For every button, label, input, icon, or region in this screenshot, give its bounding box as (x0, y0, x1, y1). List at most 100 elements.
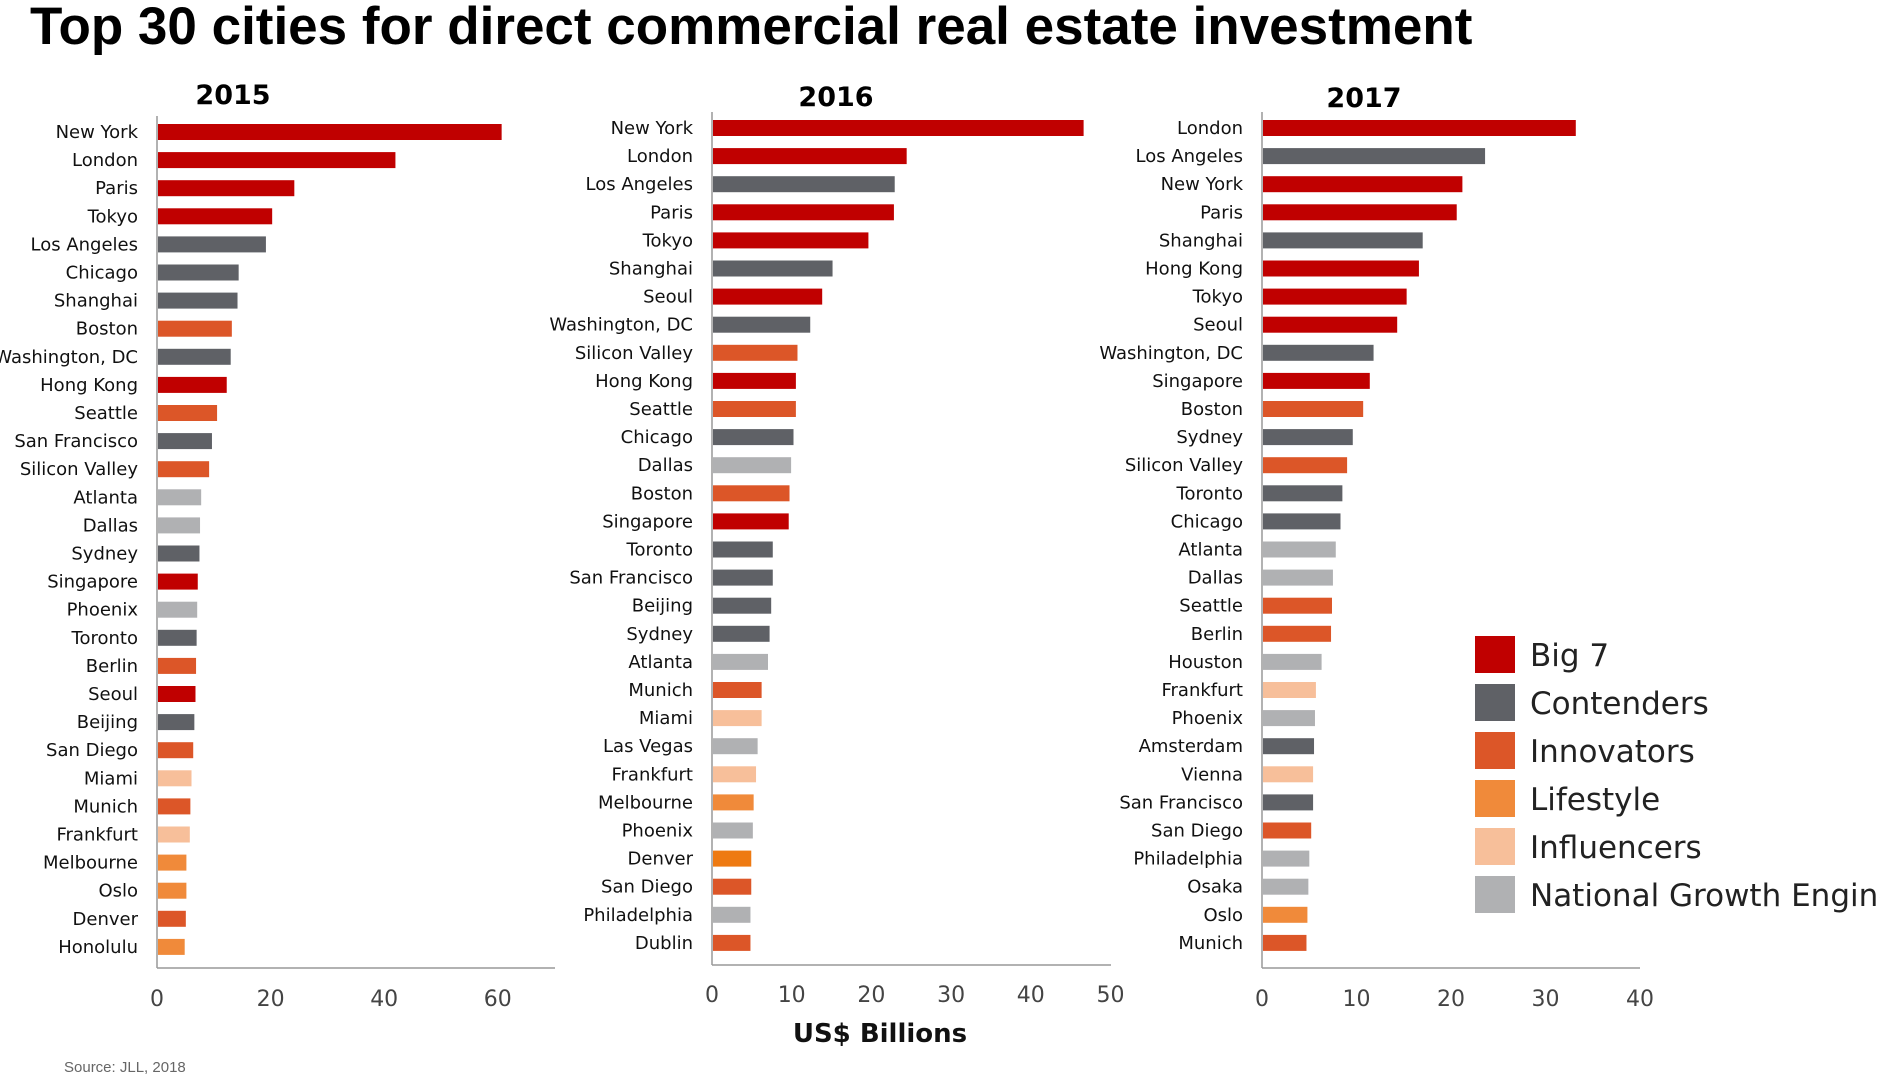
bar (158, 629, 197, 646)
city-label: Melbourne (43, 853, 138, 874)
legend-label: Lifestyle (1530, 782, 1660, 818)
bar (713, 906, 751, 923)
city-label: Hong Kong (40, 375, 138, 396)
bar (1263, 625, 1332, 642)
city-label: London (627, 146, 693, 167)
bar (1263, 794, 1314, 811)
bar (158, 489, 202, 506)
city-label: Paris (650, 202, 693, 223)
bar (713, 372, 796, 389)
city-label: Chicago (1171, 511, 1243, 532)
bar (1263, 710, 1315, 727)
city-label: Tokyo (1192, 287, 1243, 308)
city-label: Phoenix (1172, 708, 1244, 729)
legend-swatch (1475, 636, 1515, 673)
bar (1263, 653, 1322, 670)
legend-label: Contenders (1530, 686, 1709, 722)
city-label: London (1177, 118, 1243, 139)
city-label: Philadelphia (583, 905, 693, 926)
city-label: Atlanta (628, 652, 693, 673)
city-label: Dallas (83, 515, 138, 536)
city-label: Silicon Valley (575, 343, 693, 364)
bar (713, 625, 770, 642)
bar (713, 513, 789, 530)
bar (713, 653, 768, 670)
x-tick-label: 60 (484, 987, 512, 1012)
city-label: Dublin (635, 933, 693, 954)
city-label: Boston (1181, 399, 1243, 420)
city-label: Frankfurt (1161, 680, 1243, 701)
bar (1263, 597, 1332, 614)
city-label: Washington, DC (1099, 343, 1243, 364)
bar (713, 850, 752, 867)
chart-panel-2016: 2016 New York London Los Angeles Paris Tokyo S… (549, 82, 1124, 1049)
city-label: Washington, DC (0, 347, 138, 368)
city-label: Philadelphia (1133, 849, 1243, 870)
bar (158, 742, 194, 759)
city-label: Singapore (602, 511, 693, 532)
city-label: Silicon Valley (1125, 455, 1243, 476)
x-tick-label: 40 (1626, 987, 1654, 1012)
bar (713, 682, 762, 698)
bar (158, 376, 227, 393)
bar (1263, 878, 1309, 895)
bar (158, 208, 273, 225)
bar (1263, 850, 1310, 867)
city-label: Seoul (643, 287, 693, 308)
city-label: Atlanta (1178, 540, 1243, 561)
bar (1263, 766, 1314, 783)
legend-label: Innovators (1530, 734, 1695, 770)
city-label: Tokyo (87, 206, 138, 227)
city-label: Silicon Valley (20, 459, 138, 480)
city-label: Dallas (638, 455, 693, 476)
city-label: Osaka (1187, 877, 1243, 898)
bar (1263, 934, 1307, 951)
bar (713, 344, 798, 361)
legend-label: Big 7 (1530, 638, 1609, 674)
x-tick-label: 50 (1097, 983, 1125, 1008)
bar (158, 910, 186, 927)
chart-panel-2017: 2017 London Los Angeles New York Paris Shangh… (1099, 83, 1654, 1012)
city-label: Denver (628, 849, 694, 870)
bar (1263, 569, 1333, 586)
city-label: Singapore (1152, 371, 1243, 392)
legend-swatch (1475, 876, 1515, 913)
bar (158, 320, 232, 337)
x-axis-title: US$ Billions (793, 1019, 967, 1049)
city-label: Boston (631, 483, 693, 504)
city-label: Frankfurt (611, 764, 693, 785)
bar (713, 710, 762, 727)
panel-title-2015: 2015 (195, 80, 270, 111)
city-label: Houston (1168, 652, 1243, 673)
bar (713, 485, 790, 502)
bar (158, 405, 218, 421)
bar (158, 292, 238, 309)
bar (713, 148, 907, 165)
bar (1263, 232, 1423, 249)
city-label: Seoul (88, 684, 138, 705)
city-label: Oslo (1203, 905, 1243, 926)
bar (1263, 260, 1419, 277)
city-label: Honolulu (58, 937, 138, 958)
bar (1263, 906, 1308, 923)
bar (1263, 485, 1343, 502)
bar (158, 573, 198, 590)
x-tick-label: 20 (257, 987, 285, 1012)
bar (158, 657, 197, 674)
bar (1263, 344, 1374, 361)
city-label: New York (611, 118, 694, 139)
bar (1263, 457, 1348, 474)
bar (1263, 822, 1312, 839)
bar (158, 826, 190, 843)
city-label: Beijing (77, 712, 138, 733)
city-label: San Diego (601, 877, 693, 898)
bar (713, 288, 823, 305)
bar (1263, 204, 1457, 221)
city-label: Amsterdam (1139, 736, 1243, 757)
bar (1263, 541, 1336, 558)
bar (1263, 148, 1486, 165)
x-tick-label: 0 (705, 983, 719, 1008)
city-label: Melbourne (598, 792, 693, 813)
bar (158, 433, 212, 450)
